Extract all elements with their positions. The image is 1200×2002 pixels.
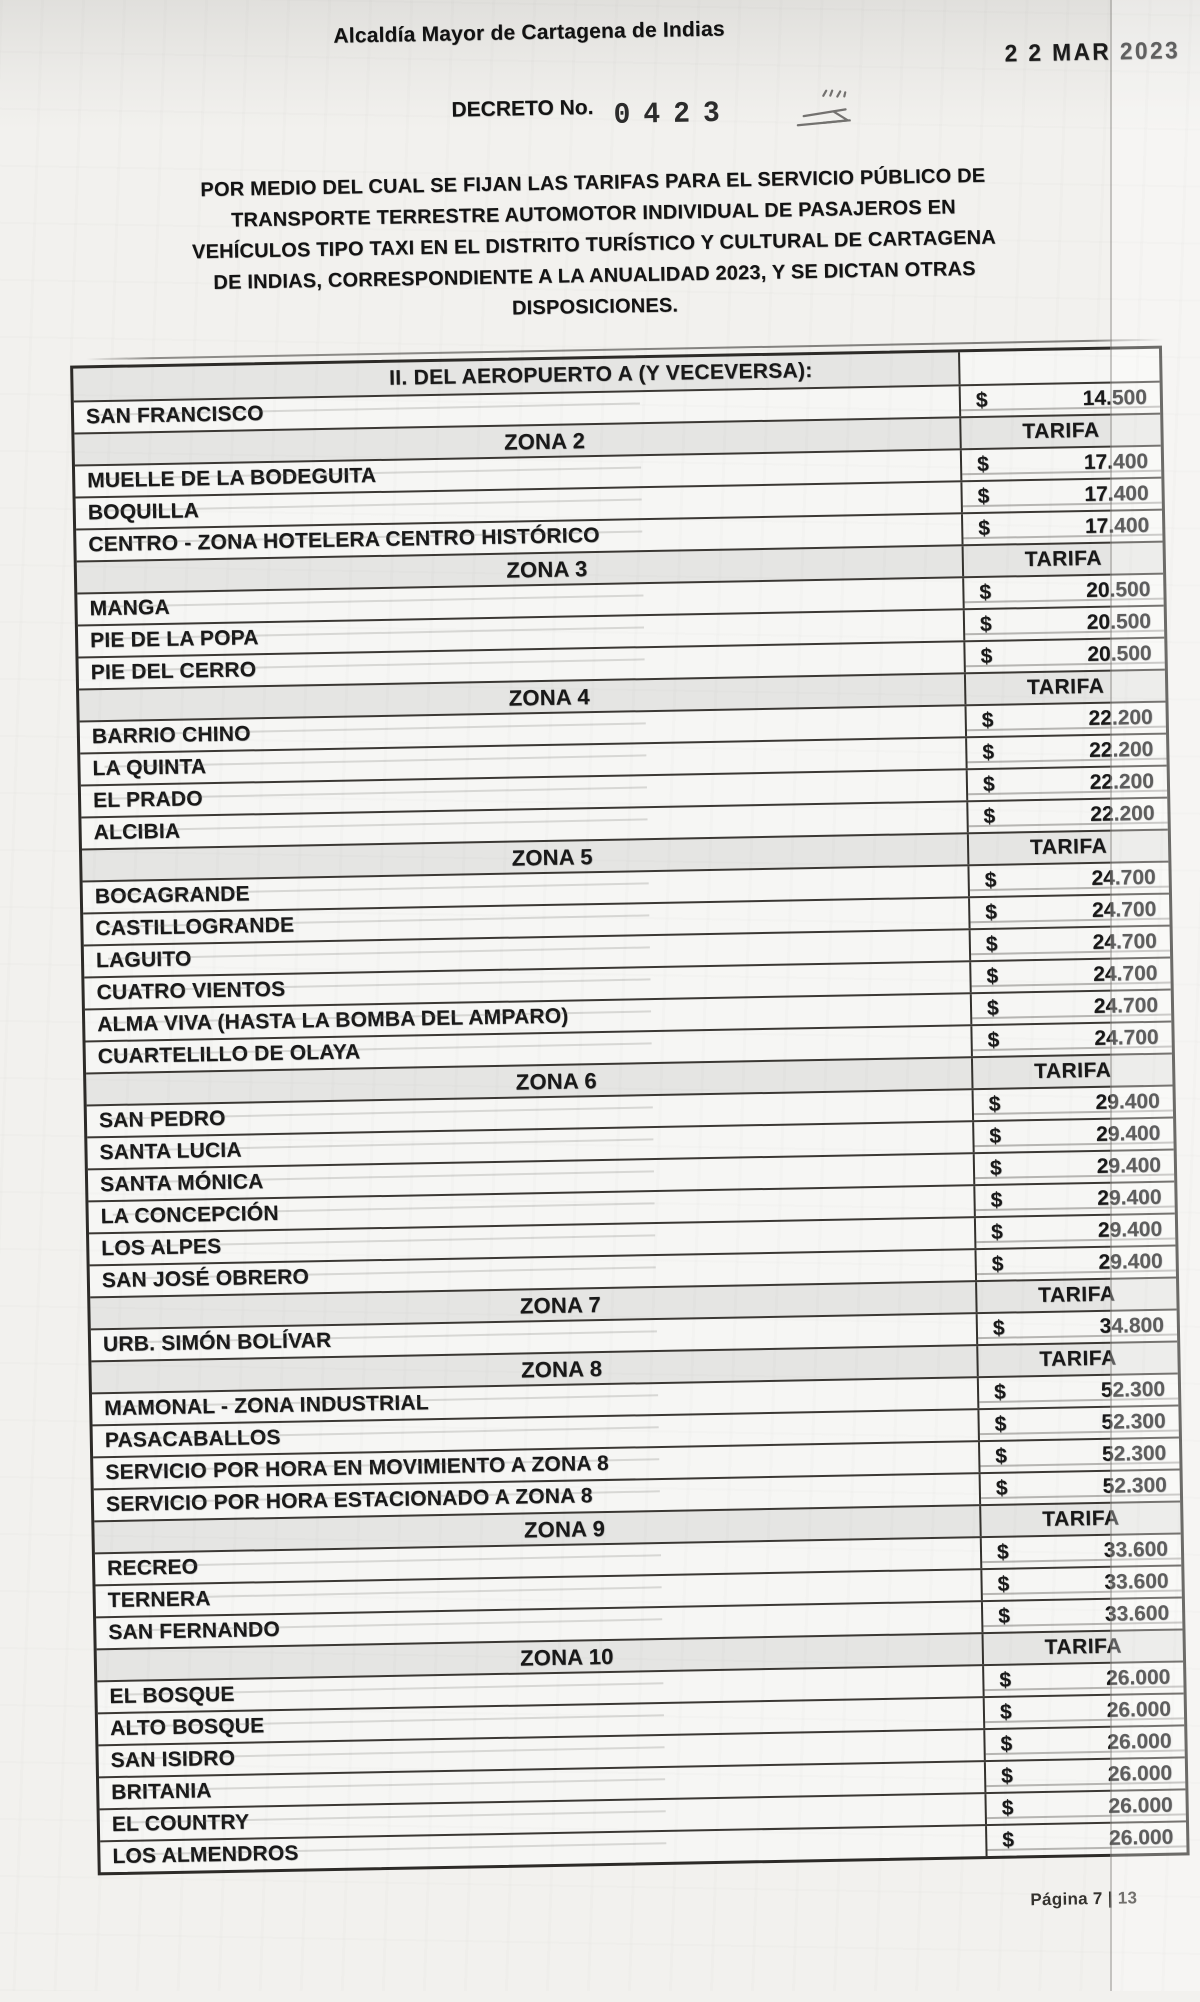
handwritten-mark-icon [796,89,852,127]
currency-symbol: $ [990,1220,1004,1244]
currency-symbol: $ [982,740,995,764]
scan-crease-halo [1112,0,1200,1991]
currency-symbol: $ [990,1188,1003,1212]
currency-symbol: $ [987,1028,1000,1052]
currency-symbol: $ [989,1156,1002,1180]
currency-symbol: $ [1002,1828,1015,1852]
currency-symbol: $ [986,964,999,988]
currency-symbol: $ [983,804,996,828]
currency-symbol: $ [997,1604,1011,1628]
currency-symbol: $ [984,868,997,892]
currency-symbol: $ [988,1092,1001,1116]
scan-crease-line [1110,0,1112,1991]
currency-symbol: $ [982,772,995,796]
currency-symbol: $ [978,516,991,541]
currency-symbol: $ [996,1540,1009,1564]
currency-symbol: $ [985,900,998,924]
currency-symbol: $ [994,1412,1007,1436]
scan-top-shadow [0,0,1200,130]
fare-table: II. DEL AEROPUERTO A (Y VECEVERSA): SAN F… [70,345,1190,1876]
currency-symbol: $ [992,1316,1005,1340]
currency-symbol: $ [993,1380,1006,1404]
currency-symbol: $ [979,580,992,604]
currency-symbol: $ [979,612,992,636]
currency-symbol: $ [1001,1796,1014,1820]
decree-line: DECRETO No. 0423 [451,89,852,145]
currency-symbol: $ [991,1252,1004,1276]
currency-symbol: $ [995,1444,1008,1468]
currency-symbol: $ [1000,1732,1013,1756]
currency-symbol: $ [985,932,998,956]
currency-symbol: $ [981,708,994,732]
currency-symbol: $ [997,1572,1010,1596]
decree-number-label: DECRETO No. [451,95,594,122]
currency-symbol: $ [999,1700,1012,1724]
currency-symbol: $ [976,452,989,477]
currency-symbol: $ [989,1124,1002,1148]
currency-symbol: $ [975,388,988,413]
currency-symbol: $ [977,484,990,509]
currency-symbol: $ [986,996,999,1020]
currency-symbol: $ [995,1476,1008,1500]
currency-symbol: $ [1000,1764,1014,1788]
currency-symbol: $ [999,1668,1012,1692]
decree-title: POR MEDIO DEL CUAL SE FIJAN LAS TARIFAS … [23,158,1166,334]
currency-symbol: $ [980,644,993,668]
decree-number-value: 0423 [613,97,734,133]
organization-name: Alcaldía Mayor de Cartagena de Indias [333,17,725,48]
